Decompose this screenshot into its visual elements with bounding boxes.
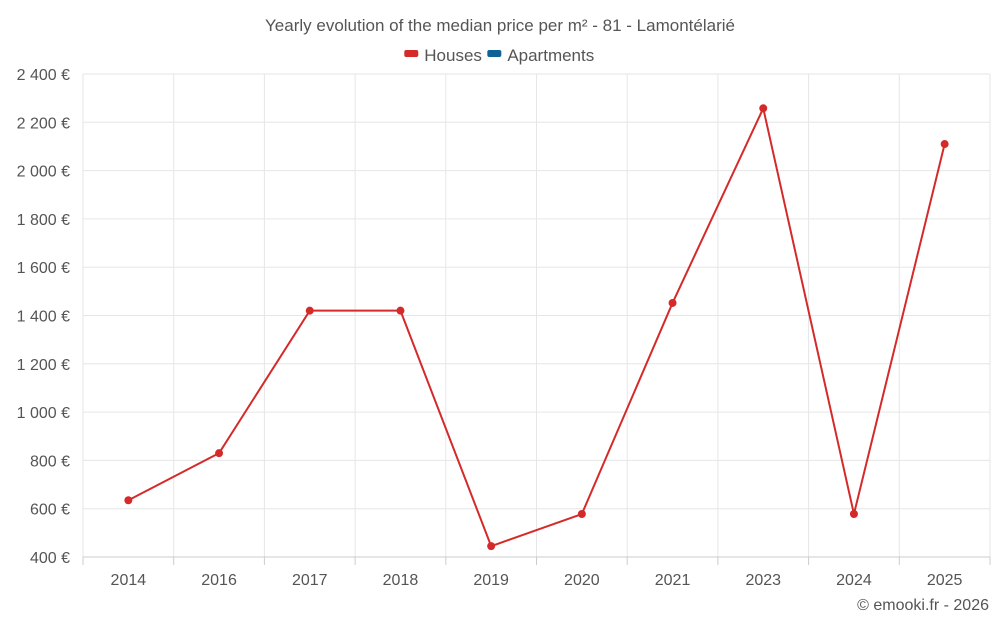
- axes: 400 € 600 € 800 € 1 000 € 1 200 € 1 400 € 1 60…: [17, 67, 991, 589]
- legend-swatch: [487, 50, 502, 57]
- y-tick-label: 2 400 €: [17, 67, 70, 84]
- data-point[interactable]: [396, 306, 405, 315]
- legend: Houses Apartments: [404, 46, 594, 65]
- y-tick-label: 1 000 €: [17, 405, 70, 422]
- y-tick-label: 1 600 €: [17, 260, 70, 277]
- x-tick-label: 2021: [655, 572, 691, 589]
- y-tick-label: 2 200 €: [17, 115, 70, 132]
- legend-swatch: [404, 50, 419, 57]
- data-point[interactable]: [124, 496, 133, 505]
- x-tick-label: 2018: [383, 572, 419, 589]
- data-point[interactable]: [759, 104, 768, 113]
- y-tick-label: 1 400 €: [17, 309, 70, 326]
- legend-item-apartments[interactable]: Apartments: [487, 46, 594, 65]
- x-tick-label: 2020: [564, 572, 600, 589]
- legend-label: Houses: [424, 46, 482, 65]
- y-tick-label: 1 200 €: [17, 357, 70, 374]
- data-point[interactable]: [215, 449, 224, 458]
- y-tick-label: 2 000 €: [17, 164, 70, 181]
- series-layer: [124, 104, 949, 551]
- copyright-credit: © emooki.fr - 2026: [857, 597, 989, 614]
- legend-item-houses[interactable]: Houses: [404, 46, 482, 65]
- x-tick-label: 2014: [111, 572, 147, 589]
- legend-label: Apartments: [507, 46, 594, 65]
- series-line-houses: [127, 107, 946, 548]
- x-tick-label: 2019: [473, 572, 509, 589]
- data-point[interactable]: [577, 510, 586, 519]
- y-tick-label: 600 €: [30, 502, 70, 519]
- data-point[interactable]: [849, 510, 858, 519]
- data-point[interactable]: [305, 306, 314, 315]
- x-tick-label: 2017: [292, 572, 328, 589]
- grid: [82, 73, 991, 558]
- data-point[interactable]: [668, 298, 677, 307]
- x-tick-label: 2025: [927, 572, 963, 589]
- x-tick-label: 2016: [201, 572, 237, 589]
- x-tick-label: 2024: [836, 572, 872, 589]
- data-point[interactable]: [940, 140, 949, 149]
- data-point[interactable]: [487, 542, 496, 551]
- y-tick-label: 400 €: [30, 550, 70, 567]
- x-tick-label: 2023: [745, 572, 781, 589]
- y-tick-label: 1 800 €: [17, 212, 70, 229]
- y-tick-label: 800 €: [30, 453, 70, 470]
- chart-title: Yearly evolution of the median price per…: [265, 16, 735, 35]
